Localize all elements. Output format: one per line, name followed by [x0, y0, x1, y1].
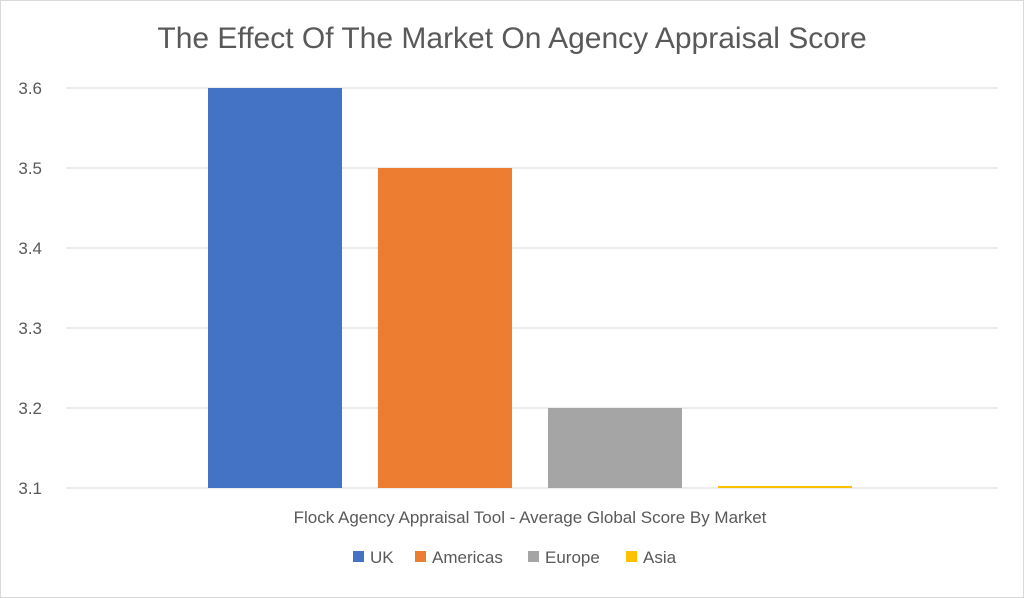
- bars: [208, 88, 852, 488]
- legend-label-asia: Asia: [643, 548, 677, 567]
- legend-label-europe: Europe: [545, 548, 600, 567]
- legend-swatch-uk: [353, 551, 364, 562]
- bar-uk: [208, 88, 342, 488]
- bar-americas: [378, 168, 512, 488]
- gridlines: [66, 87, 998, 489]
- y-tick-label: 3.4: [18, 239, 42, 258]
- legend-swatch-asia: [626, 551, 637, 562]
- legend-label-americas: Americas: [432, 548, 503, 567]
- legend-label-uk: UK: [370, 548, 394, 567]
- y-tick-label: 3.5: [18, 159, 42, 178]
- y-tick-label: 3.1: [18, 479, 42, 498]
- y-tick-label: 3.6: [18, 79, 42, 98]
- x-axis-label: Flock Agency Appraisal Tool - Average Gl…: [294, 508, 767, 527]
- legend-swatch-europe: [528, 551, 539, 562]
- y-tick-label: 3.2: [18, 399, 42, 418]
- y-tick-label: 3.3: [18, 319, 42, 338]
- legend-swatch-americas: [415, 551, 426, 562]
- chart-title: The Effect Of The Market On Agency Appra…: [157, 22, 867, 55]
- legend: UK Americas Europe Asia: [353, 548, 677, 567]
- bar-europe: [548, 408, 682, 488]
- bar-asia: [718, 486, 852, 488]
- y-axis-ticks: 3.1 3.2 3.3 3.4 3.5 3.6: [18, 79, 42, 498]
